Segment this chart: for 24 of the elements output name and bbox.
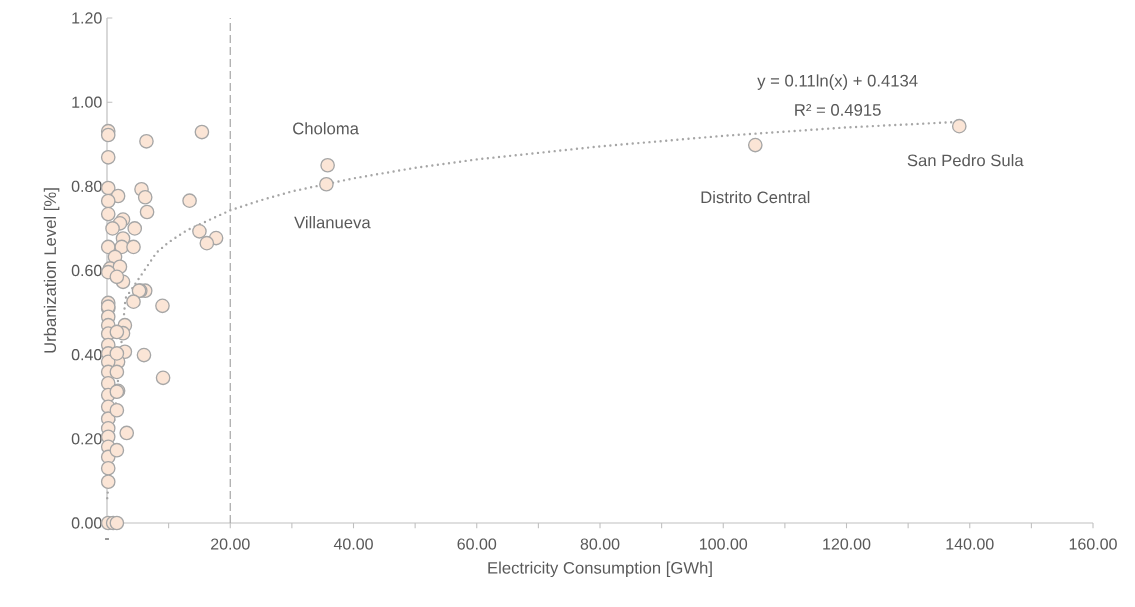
y-tick-label: 0.60 (71, 264, 102, 277)
x-tick-label: 140.00 (946, 538, 994, 550)
x-tick-label: - (105, 538, 109, 540)
x-tick-label: 80.00 (580, 538, 620, 550)
x-tick-label: 100.00 (700, 538, 748, 550)
y-tick-label: 0.40 (71, 349, 102, 361)
x-tick-label: 40.00 (333, 538, 373, 550)
annotation: San Pedro Sula (907, 154, 1024, 167)
x-tick-label: 160.00 (1069, 538, 1117, 550)
x-tick-label: 20.00 (211, 538, 250, 550)
annotation: Choloma (293, 122, 359, 135)
y-tick-label: 1.00 (72, 96, 102, 108)
y-tick-label: 1.20 (72, 12, 102, 24)
annotation: Distrito Central (701, 190, 810, 204)
y-tick-label: 0.20 (71, 433, 102, 445)
annotation: Villanueva (294, 216, 371, 229)
x-axis-title: Electricity Consumption [GWh] (488, 561, 712, 578)
x-tick-label: 60.00 (457, 538, 497, 550)
y-axis-title: Urbanization Level [%] (43, 188, 60, 353)
y-tick-label: 0.00 (71, 517, 102, 529)
x-tick-label: 120.00 (823, 538, 871, 550)
annotation: R² = 0.4915 (795, 104, 881, 116)
annotation: y = 0.11ln(x) + 0.4134 (757, 74, 918, 90)
y-tick-label: 0.80 (71, 180, 102, 192)
